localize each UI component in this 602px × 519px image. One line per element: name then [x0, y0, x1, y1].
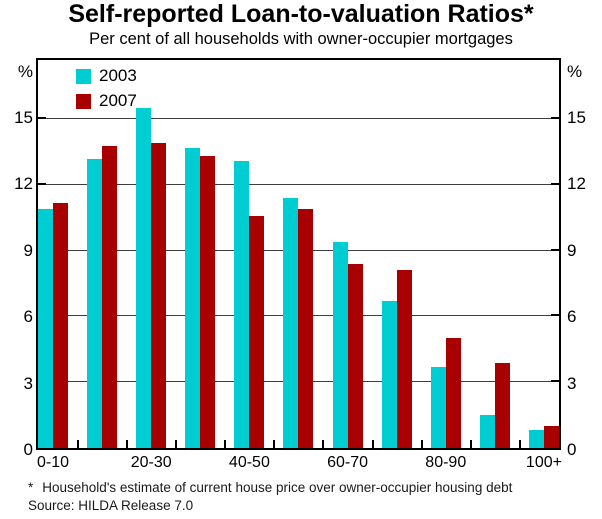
y-tick-label-left-15: 15	[14, 107, 33, 127]
bar-2003-40-50	[234, 160, 250, 448]
y-tick-label-right-15: 15	[567, 107, 586, 127]
bar-2007-0-10	[53, 202, 68, 448]
footnote: * Household's estimate of current house p…	[28, 480, 600, 496]
x-boundary-tick-5	[272, 440, 275, 448]
x-boundary-tick-10	[518, 440, 521, 448]
bar-group-70-80	[381, 60, 412, 448]
y-axis-unit-left: %	[17, 62, 33, 81]
footnote-marker: *	[28, 480, 34, 495]
y-tick-label-left-12: 12	[14, 174, 33, 194]
y-tick-label-right-0: 0	[567, 440, 577, 459]
y-tick-left-15	[38, 117, 46, 120]
y-tick-label-left-0: 0	[23, 440, 33, 459]
legend: 2003 2007	[76, 66, 137, 111]
bar-2003-30-40	[185, 147, 201, 448]
bar-group-20-30: 20-30	[131, 60, 172, 471]
bar-group-60-70: 60-70	[327, 60, 368, 471]
y-tick-right-3	[551, 380, 559, 383]
y-axis-left: % 0 3 6 9 12 15	[0, 58, 33, 459]
bar-group-80-90: 80-90	[425, 60, 466, 471]
bar-2003-70-80	[381, 301, 397, 448]
y-tick-label-right-3: 3	[567, 373, 577, 393]
source-line: Source: HILDA Release 7.0	[28, 498, 194, 513]
x-tick-label-0-10: 0-10	[36, 454, 70, 471]
bar-2003-50-60	[283, 198, 299, 448]
legend-label-2003: 2003	[99, 66, 137, 85]
y-tick-label-right-6: 6	[567, 307, 577, 327]
gridline-12	[38, 183, 559, 185]
y-tick-left-12	[38, 182, 46, 185]
plot-area: 2003 2007 0-10 20-30 40-50 60-70 80-90 100+	[36, 58, 562, 471]
legend-item-2007: 2007	[76, 91, 137, 111]
bar-2007-30-40	[200, 156, 216, 448]
x-boundary-tick-2	[125, 440, 128, 448]
x-tick-label-60-70: 60-70	[327, 454, 369, 471]
y-tick-label-right-12: 12	[567, 174, 586, 194]
bar-group-30-40	[185, 60, 216, 448]
bar-2007-100+	[543, 426, 559, 448]
legend-swatch-2003	[76, 68, 91, 84]
bar-2003-0-10	[38, 209, 53, 448]
chart-subtitle: Per cent of all households with owner-oc…	[89, 30, 513, 48]
x-boundary-tick-9	[469, 440, 472, 448]
y-tick-label-left-3: 3	[23, 373, 33, 393]
x-boundary-tick-8	[420, 440, 423, 448]
y-tick-label-left-6: 6	[23, 307, 33, 327]
bar-2003-10-20	[87, 158, 103, 448]
bar-2007-90-100	[494, 362, 510, 448]
x-boundary-tick-1	[76, 440, 79, 448]
bar-2007-10-20	[102, 145, 118, 448]
bar-2003-20-30	[136, 108, 152, 448]
bar-2003-60-70	[332, 241, 348, 448]
bar-groups: 0-10 20-30 40-50 60-70 80-90 100+	[37, 60, 562, 471]
legend-item-2003: 2003	[76, 66, 137, 86]
chart-title: Self-reported Loan-to-valuation Ratios*	[68, 0, 534, 28]
gridline-15	[38, 118, 559, 120]
x-tick-label-20-30: 20-30	[130, 454, 172, 471]
bar-2003-80-90	[430, 366, 446, 448]
x-boundary-tick-4	[223, 440, 226, 448]
x-boundary-tick-7	[371, 440, 374, 448]
bar-group-100+: 100+	[526, 60, 562, 471]
x-boundary-tick-3	[174, 440, 177, 448]
y-tick-label-left-9: 9	[23, 240, 33, 260]
bar-group-0-10: 0-10	[37, 60, 69, 471]
legend-label-2007: 2007	[99, 91, 137, 110]
bar-2007-20-30	[151, 143, 167, 448]
y-axis-unit-right: %	[567, 62, 583, 81]
y-tick-right-9	[551, 248, 559, 251]
bar-2007-80-90	[445, 338, 461, 448]
bar-2003-100+	[528, 430, 544, 448]
bar-group-10-20	[87, 60, 118, 448]
bar-2007-50-60	[298, 209, 314, 448]
x-tick-label-100+: 100+	[525, 454, 562, 471]
bar-2007-70-80	[396, 270, 412, 448]
bar-2003-90-100	[479, 415, 495, 448]
legend-swatch-2007	[76, 93, 91, 109]
y-tick-right-6	[551, 314, 559, 317]
bar-group-50-60	[283, 60, 314, 448]
y-tick-right-12	[551, 182, 559, 185]
bar-2007-40-50	[249, 215, 265, 448]
bar-2007-60-70	[347, 263, 363, 448]
footnote-text: Household's estimate of current house pr…	[42, 480, 513, 495]
x-boundary-tick-6	[322, 440, 324, 448]
y-axis-right: % 0 3 6 9 12 15	[567, 58, 600, 459]
bar-group-90-100	[479, 60, 510, 448]
bar-group-40-50: 40-50	[229, 60, 270, 471]
x-tick-label-80-90: 80-90	[425, 454, 467, 471]
y-tick-label-right-9: 9	[567, 240, 577, 260]
x-tick-label-40-50: 40-50	[228, 454, 270, 471]
y-tick-right-15	[551, 117, 559, 120]
